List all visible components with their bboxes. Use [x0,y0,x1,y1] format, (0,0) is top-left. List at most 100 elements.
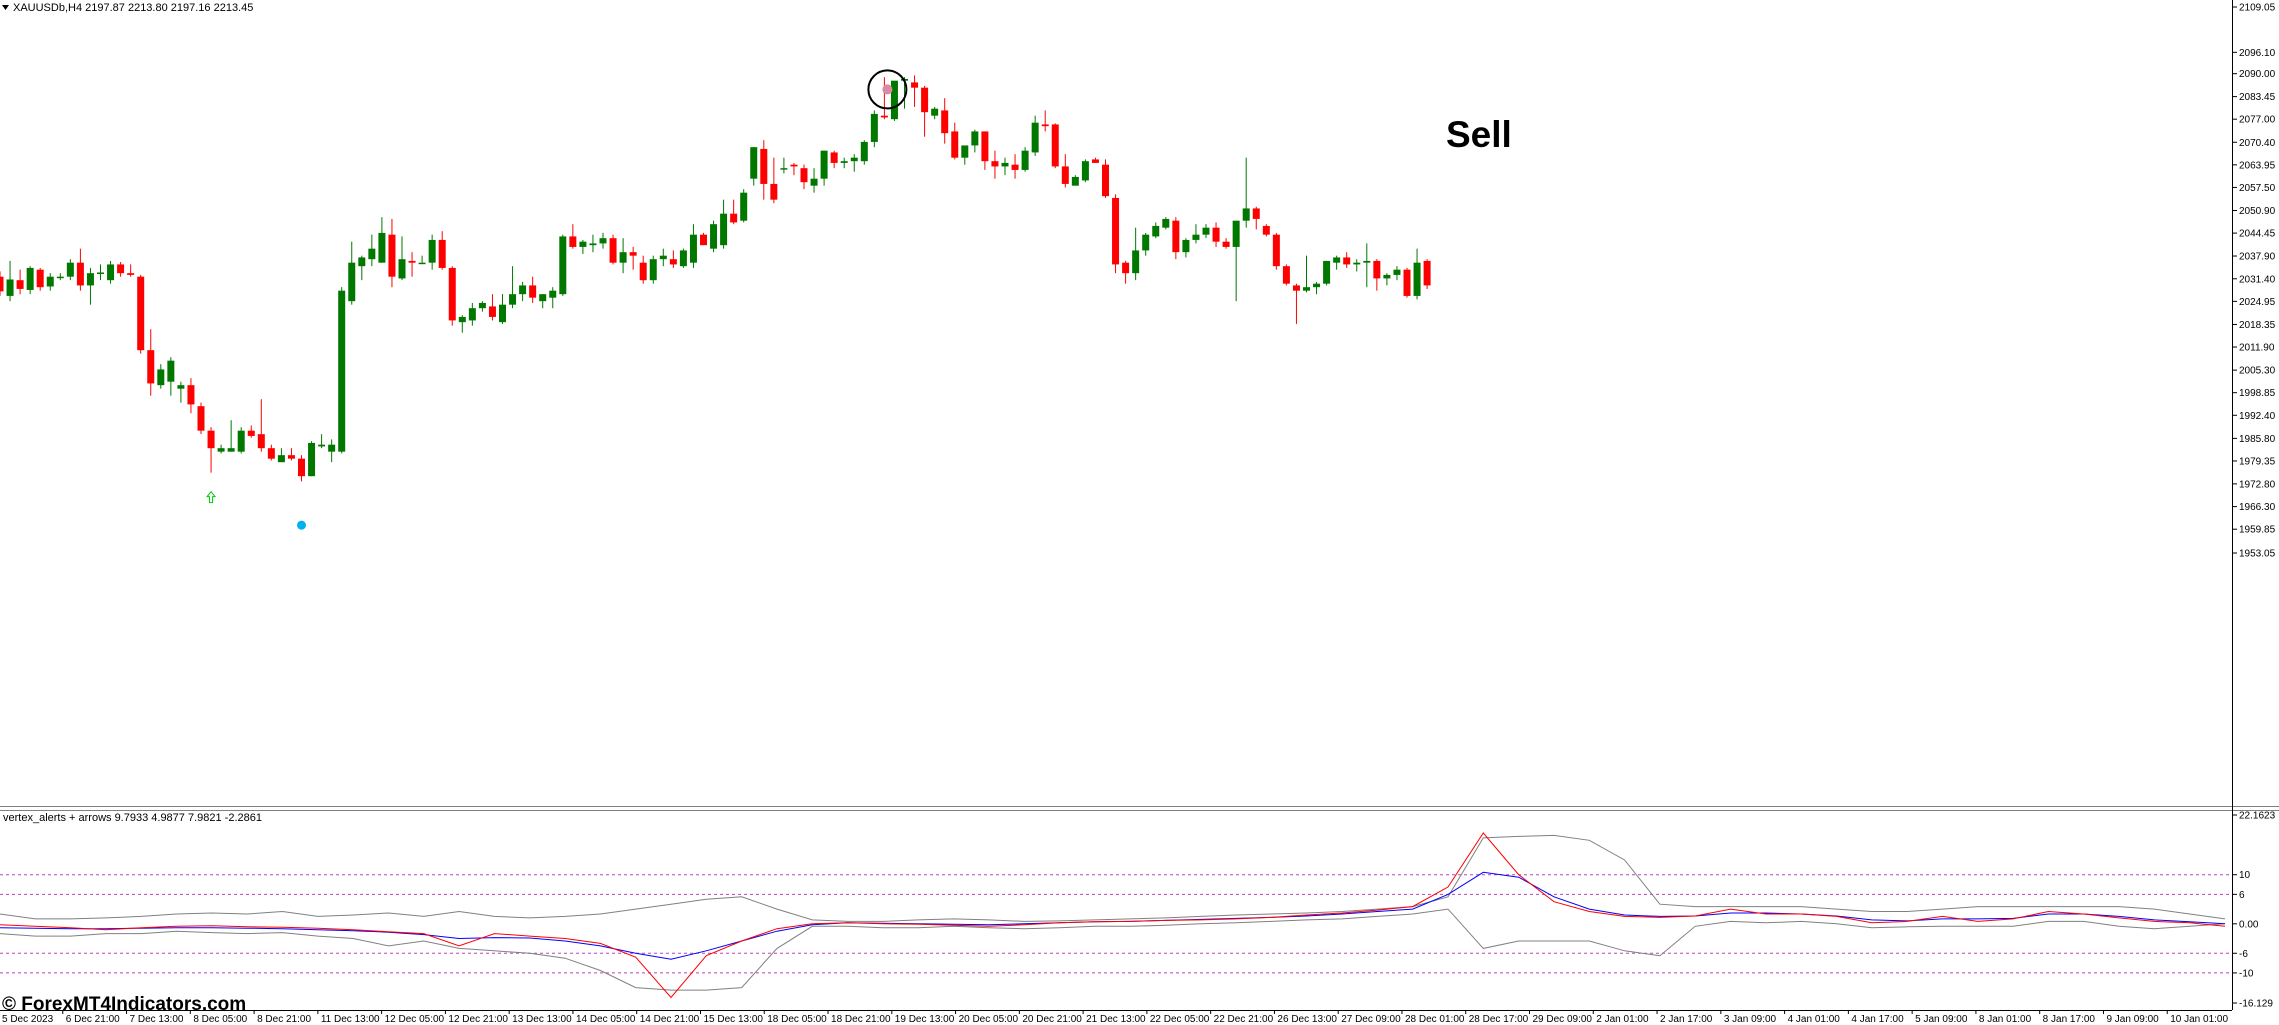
candle-body [750,147,758,179]
indicator-tick-label: 10 [2239,870,2251,881]
candle-body [207,430,215,449]
candle-body [378,232,386,263]
time-tick-label: 27 Dec 09:00 [1341,1014,1401,1025]
candle-body [1021,150,1029,170]
candle-body [348,262,356,302]
candle-body [338,290,346,452]
candle-body [97,272,104,274]
candle-body [1132,250,1140,274]
candle-body [509,294,517,305]
price-tick-label: 2109.05 [2239,3,2276,14]
time-tick-label: 8 Dec 21:00 [257,1014,311,1025]
candle-body [56,276,64,279]
price-tick-label: 2024.95 [2239,297,2276,308]
candle-body [26,267,34,290]
candle-body [1061,166,1069,184]
candle-body [137,276,145,351]
indicator-tick-label: -16.129 [2239,999,2273,1010]
candle-body [1232,220,1240,247]
candle-body [1393,269,1401,275]
price-tick-label: 2044.45 [2239,229,2276,240]
candle-body [659,255,667,260]
candle-body [287,455,295,459]
up-arrow-icon [206,490,217,504]
time-tick-label: 20 Dec 05:00 [959,1014,1019,1025]
time-tick-label: 4 Jan 01:00 [1788,1014,1841,1025]
candle-body [127,273,135,275]
time-tick-label: 12 Dec 21:00 [448,1014,508,1025]
candle-body [830,152,838,163]
price-tick-label: 1953.05 [2239,549,2276,560]
candle-body [1252,208,1260,219]
candle-body [418,262,426,265]
candle-body [1152,225,1160,237]
candle-body [217,448,225,452]
time-tick-label: 18 Dec 05:00 [767,1014,827,1025]
candle-body [539,294,547,302]
indicator-window[interactable]: 22.1623 10 6 0.00 -6 -10 -16.129 [0,811,2276,1010]
indicator-levels [0,874,2232,974]
candle-body [850,157,858,162]
candle-body [1091,159,1099,163]
price-tick-label: 2096.10 [2239,48,2276,59]
candle-body [1413,262,1421,296]
candle-body [740,192,748,221]
price-tick-label: 2077.00 [2239,115,2276,126]
candle-body [1373,260,1381,279]
candle-body [36,269,44,288]
price-tick-label: 2057.50 [2239,183,2276,194]
candle-body [700,234,707,246]
candle-body [589,243,597,246]
candle-body [478,302,486,309]
main-price-window[interactable] [0,69,1431,530]
candle-body [1222,241,1230,247]
time-tick-label: 11 Dec 13:00 [321,1014,380,1025]
price-tick-label: 2005.30 [2239,366,2276,377]
candle-body [428,239,436,263]
time-axis[interactable]: 5 Dec 2023 6 Dec 21:00 7 Dec 13:00 8 Dec 05… [0,1010,2228,1025]
signal-markers-layer [206,69,908,530]
candle-body [308,442,316,477]
candle-body [6,279,14,296]
candle-body [639,262,647,281]
candle-body [890,80,898,120]
candle-body [860,141,868,162]
time-tick-label: 2 Jan 17:00 [1660,1014,1713,1025]
candle-body [167,360,175,382]
candle-body [147,350,155,384]
price-tick-label: 1998.85 [2239,388,2276,399]
candle-body [760,148,768,184]
candle-body [679,250,687,267]
candle-body [298,458,305,477]
candle-body [870,113,878,142]
candle-body [1182,239,1190,253]
candle-body [277,455,285,463]
price-tick-label: 1985.80 [2239,434,2276,445]
time-tick-label: 5 Jan 09:00 [1915,1014,1968,1025]
price-axis[interactable]: 2109.05 2096.10 2090.00 2083.45 2077.00 2070.… [2232,3,2276,560]
candle-body [730,213,738,223]
price-tick-label: 1959.85 [2239,525,2276,536]
candle-body [609,238,617,263]
indicator-axis: 22.1623 10 6 0.00 -6 -10 -16.129 [2232,811,2276,1010]
candle-body [46,276,54,287]
candle-body [1343,257,1351,265]
triangle-down-icon[interactable] [2,5,9,10]
candle-body [368,248,376,260]
candle-body [1162,218,1170,228]
candle-body [438,239,446,268]
candle-body [810,178,818,186]
time-tick-label: 5 Dec 2023 [2,1014,54,1025]
candle-body [1303,287,1310,291]
watermark: © ForexMT4Indicators.com [2,994,246,1015]
price-tick-label: 2083.45 [2239,92,2276,103]
indicator-tick-label: 0.00 [2239,919,2259,930]
candle-body [398,259,406,279]
candle-body [529,285,537,298]
price-tick-label: 2031.40 [2239,274,2276,285]
price-tick-label: 1992.40 [2239,411,2276,422]
candle-body [408,260,416,263]
candle-body [107,264,115,281]
candle-body [941,110,949,134]
